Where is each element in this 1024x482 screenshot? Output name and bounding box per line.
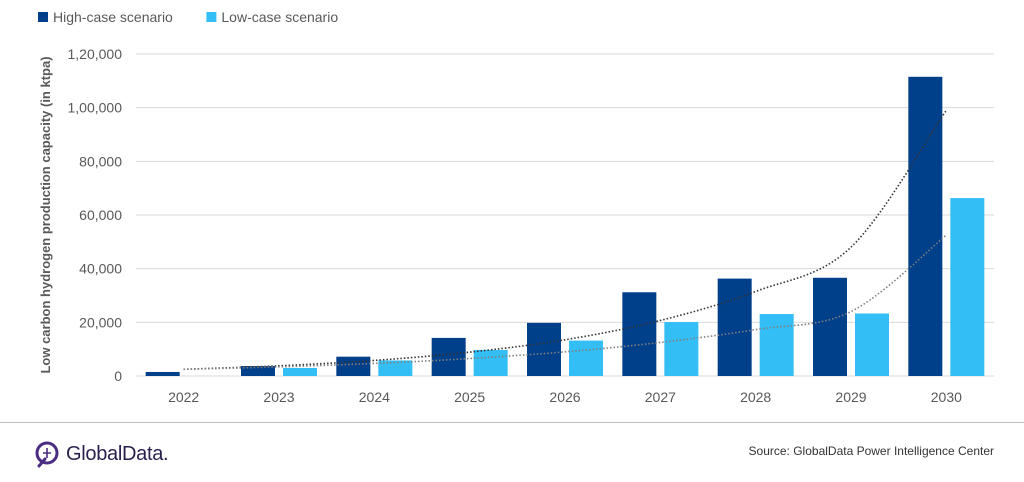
y-tick-label: 80,000: [79, 153, 122, 169]
legend-label-1: High-case scenario: [53, 9, 173, 25]
bar-high-2022: [145, 371, 180, 376]
legend-label-2: Low-case scenario: [221, 9, 338, 25]
x-tick-label: 2022: [168, 389, 199, 405]
x-tick-label: 2025: [454, 389, 485, 405]
bar-low-2026: [569, 340, 603, 376]
trendline-high: [183, 109, 947, 371]
y-tick-label: 60,000: [79, 207, 122, 223]
legend: High-case scenario Low-case scenario: [38, 9, 338, 25]
trendline-low: [183, 234, 947, 371]
bar-low-2030: [950, 198, 985, 376]
globaldata-logo-icon: [35, 441, 59, 468]
gridlines: [136, 53, 994, 377]
bar-low-2024: [378, 360, 413, 376]
y-axis-label: Low carbon hydrogen production capacity …: [38, 56, 53, 373]
bar-high-2029: [813, 277, 847, 376]
bar-high-2028: [717, 278, 752, 376]
y-tick-label: 20,000: [79, 314, 122, 330]
x-tick-label: 2028: [740, 389, 771, 405]
x-tick-label: 2030: [931, 389, 962, 405]
bar-high-2023: [241, 366, 275, 376]
bar-low-2023: [283, 367, 317, 376]
x-tick-label: 2024: [359, 389, 390, 405]
x-tick-label: 2026: [549, 389, 580, 405]
y-axis-ticks: 0 20,000 40,000 60,000 80,000 1,00,000 1,20,00…: [68, 46, 123, 384]
bar-high-2026: [527, 322, 561, 376]
bar-low-2028: [759, 314, 794, 376]
bar-high-2024: [336, 356, 371, 376]
trendlines: [183, 109, 947, 371]
x-axis-ticks: 2022 2023 2024 2025 2026 2027 2028 2029 2030: [168, 389, 962, 405]
y-tick-label: 1,00,000: [68, 100, 123, 116]
footer-divider: [0, 422, 1024, 423]
source-note: Source: GlobalData Power Intelligence Ce…: [748, 444, 994, 458]
x-tick-label: 2027: [645, 389, 676, 405]
bar-high-2030: [908, 76, 943, 376]
bar-low-2029: [855, 313, 889, 376]
y-tick-label: 0: [114, 368, 122, 384]
bar-chart: High-case scenario Low-case scenario 0 20,…: [38, 9, 994, 405]
bar-low-2027: [664, 322, 699, 376]
y-tick-label: 40,000: [79, 261, 122, 277]
legend-swatch-1: [38, 12, 48, 22]
x-tick-label: 2023: [263, 389, 294, 405]
bar-low-2025: [473, 349, 508, 376]
globaldata-logo-text: GlobalData.: [66, 442, 169, 465]
x-tick-label: 2029: [835, 389, 866, 405]
legend-swatch-2: [206, 12, 217, 22]
bars: [145, 76, 985, 376]
y-tick-label: 1,20,000: [68, 46, 123, 62]
bar-high-2027: [622, 292, 657, 376]
globaldata-logo: GlobalData.: [34, 438, 169, 470]
bar-high-2025: [431, 337, 466, 376]
